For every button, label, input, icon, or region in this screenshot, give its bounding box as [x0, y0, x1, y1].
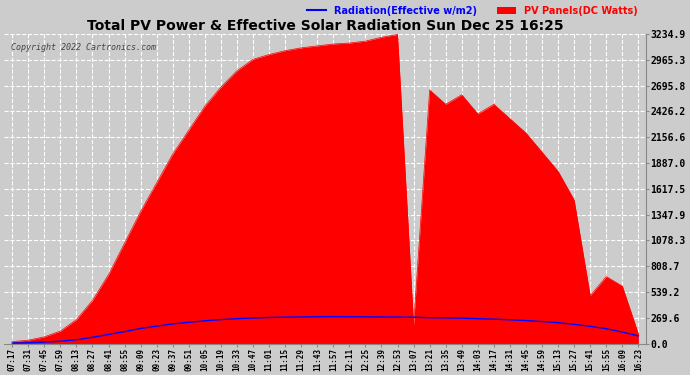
Title: Total PV Power & Effective Solar Radiation Sun Dec 25 16:25: Total PV Power & Effective Solar Radiati… — [87, 19, 564, 33]
Legend: Radiation(Effective w/m2), PV Panels(DC Watts): Radiation(Effective w/m2), PV Panels(DC … — [303, 2, 642, 20]
Text: Copyright 2022 Cartronics.com: Copyright 2022 Cartronics.com — [10, 43, 155, 52]
